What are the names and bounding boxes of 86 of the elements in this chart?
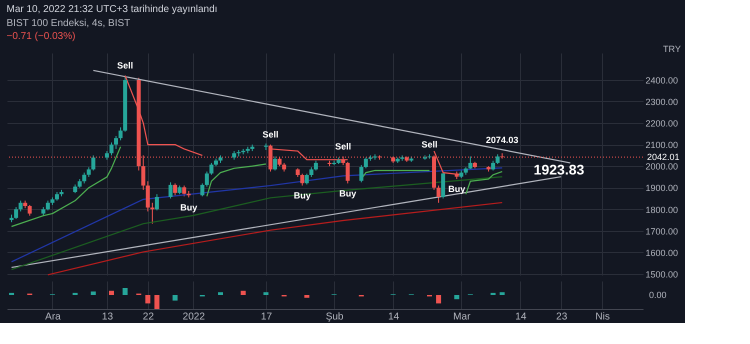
y-tick-label: 1500.00 [646,269,678,280]
candlestick [468,156,472,170]
candlestick [46,200,50,211]
bar [122,288,128,295]
line-series [10,146,122,228]
candlestick [173,182,178,196]
candlestick [309,166,314,178]
y-tick-label: 2100.00 [646,140,678,150]
candlestick [314,160,318,171]
y-tick-label: 1900.00 [646,183,678,194]
bar [172,295,178,301]
x-tick-label: Nis [595,312,610,322]
candlestick [14,206,18,220]
annotation: Sell [117,60,134,71]
text: 0.00 [649,290,667,300]
candlestick [168,182,173,199]
y-tick-label: 2300.00 [646,96,678,107]
bar [90,292,96,295]
bar [304,295,310,298]
annotation: Sell [421,139,438,150]
line-series [465,170,503,195]
bar [500,292,505,295]
candlestick [150,202,154,224]
text: Mar 10, 2022 21:32 UTC+3 tarihinde yayınlandı [6,4,218,15]
candlestick [114,135,118,150]
candlestick [359,164,364,183]
x-tick-label: 14 [515,312,527,322]
x-tick-label: 2022 [182,312,206,322]
x-tick-label: 13 [102,312,114,322]
x-tick-label: Mar [453,312,472,322]
candlestick [146,180,150,212]
candlestick [204,171,209,188]
candlestick [436,185,441,204]
annotation: Buy [180,202,198,212]
candlestick [200,182,204,197]
annotation: Buy [339,188,356,198]
candlestick [209,162,214,176]
x-tick-label: Ara [45,312,62,322]
annotation: Buy [448,184,466,194]
bar [454,295,460,300]
line-series [206,163,267,197]
candlestick [182,185,186,197]
annotation: 1923.83 [534,162,584,178]
bar [108,290,114,295]
y-tick-label: 2200.00 [646,118,678,129]
y-tick-label: 2000.00 [646,162,678,172]
line-series [47,202,503,276]
candlestick [86,166,91,178]
ref-line-label: 2042.01 [647,152,680,162]
x-tick-label: Şub [326,312,344,322]
bar [263,292,268,295]
candlestick [491,160,496,171]
annotation: Sell [262,130,278,140]
y-tick-label: 2400.00 [646,75,678,86]
candlestick [496,154,500,164]
y-tick-label: 1600.00 [646,248,678,258]
bar [218,292,224,295]
y-axis-title: TRY [663,44,681,54]
x-tick-label: 14 [388,312,400,322]
bar [145,295,150,304]
y-tick-label: 1700.00 [646,226,678,236]
candlestick [364,157,368,169]
chart-subtitle: −0.71 (−0.03%) [6,31,76,42]
annotation: Sell [335,141,352,152]
candlestick [82,172,86,184]
bar [436,295,442,304]
candlestick [118,126,123,141]
candlestick [91,154,96,171]
candlestick [273,156,278,171]
bar [240,290,246,295]
x-tick-label: 22 [142,312,154,322]
candlestick [300,173,304,186]
candlestick [154,194,159,211]
y-tick-label: 1800.00 [646,204,678,215]
candlestick [304,173,309,185]
x-tick-label: 17 [260,312,272,322]
candlestick [18,200,23,212]
annotation: 2074.03 [486,135,518,146]
line-series [10,167,503,262]
bar [154,295,160,309]
chart-title: BIST 100 Endeksi, 4s, BIST [6,18,130,29]
candlestick [109,142,114,156]
candlestick [441,171,446,199]
candlestick [28,204,32,216]
annotation: Buy [294,190,311,201]
x-tick-label: 23 [556,312,568,322]
